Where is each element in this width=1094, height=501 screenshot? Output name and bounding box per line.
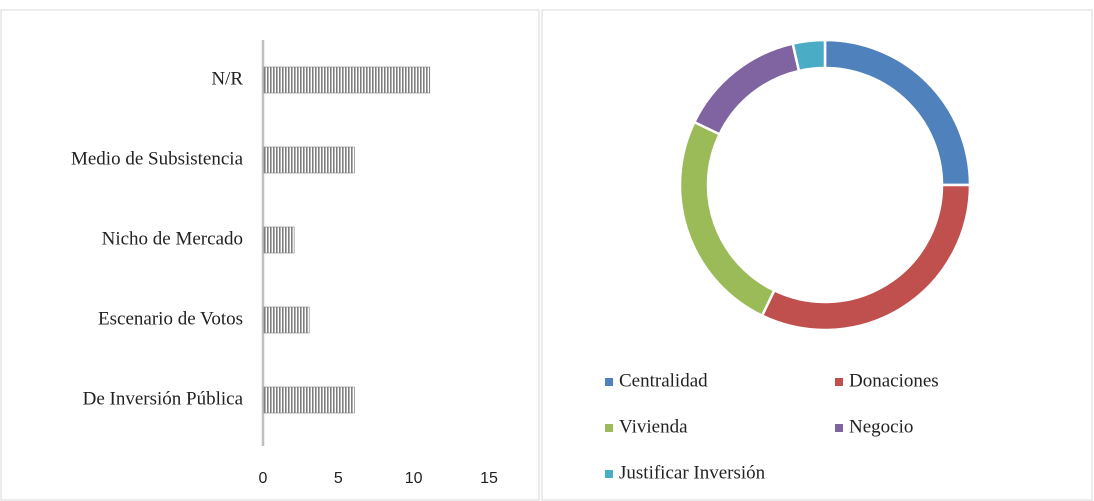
legend-swatch: [605, 424, 613, 432]
panel-right: [541, 9, 1093, 501]
donut-segment: [678, 120, 776, 318]
legend-label: Vivienda: [619, 416, 688, 437]
donut-segment: [823, 38, 972, 187]
x-tick-label: 5: [334, 470, 343, 487]
legend-label: Donaciones: [849, 370, 939, 391]
bar: [263, 146, 355, 174]
bar: [263, 386, 355, 414]
donut-segment: [760, 183, 972, 332]
y-tick-label: De Inversión Pública: [83, 388, 244, 409]
legend-label: Justificar Inversión: [619, 462, 766, 483]
y-tick-label: N/R: [211, 68, 243, 89]
x-tick-label: 15: [480, 470, 498, 487]
y-tick-label: Escenario de Votos: [98, 308, 243, 329]
legend-swatch: [835, 424, 843, 432]
legend-swatch: [605, 470, 613, 478]
bar: [263, 306, 310, 334]
donut-segment: [692, 42, 801, 136]
y-tick-label: Nicho de Mercado: [102, 228, 243, 249]
y-tick-label: Medio de Subsistencia: [71, 148, 244, 169]
legend-swatch: [605, 378, 613, 386]
panel-left: [0, 9, 540, 501]
bar: [263, 66, 431, 94]
legend-label: Negocio: [849, 416, 913, 437]
legend-label: Centralidad: [619, 370, 708, 391]
legend-swatch: [835, 378, 843, 386]
x-tick-label: 10: [405, 470, 423, 487]
x-tick-label: 0: [259, 470, 268, 487]
bar: [263, 226, 295, 254]
donut-segment: [791, 38, 827, 73]
